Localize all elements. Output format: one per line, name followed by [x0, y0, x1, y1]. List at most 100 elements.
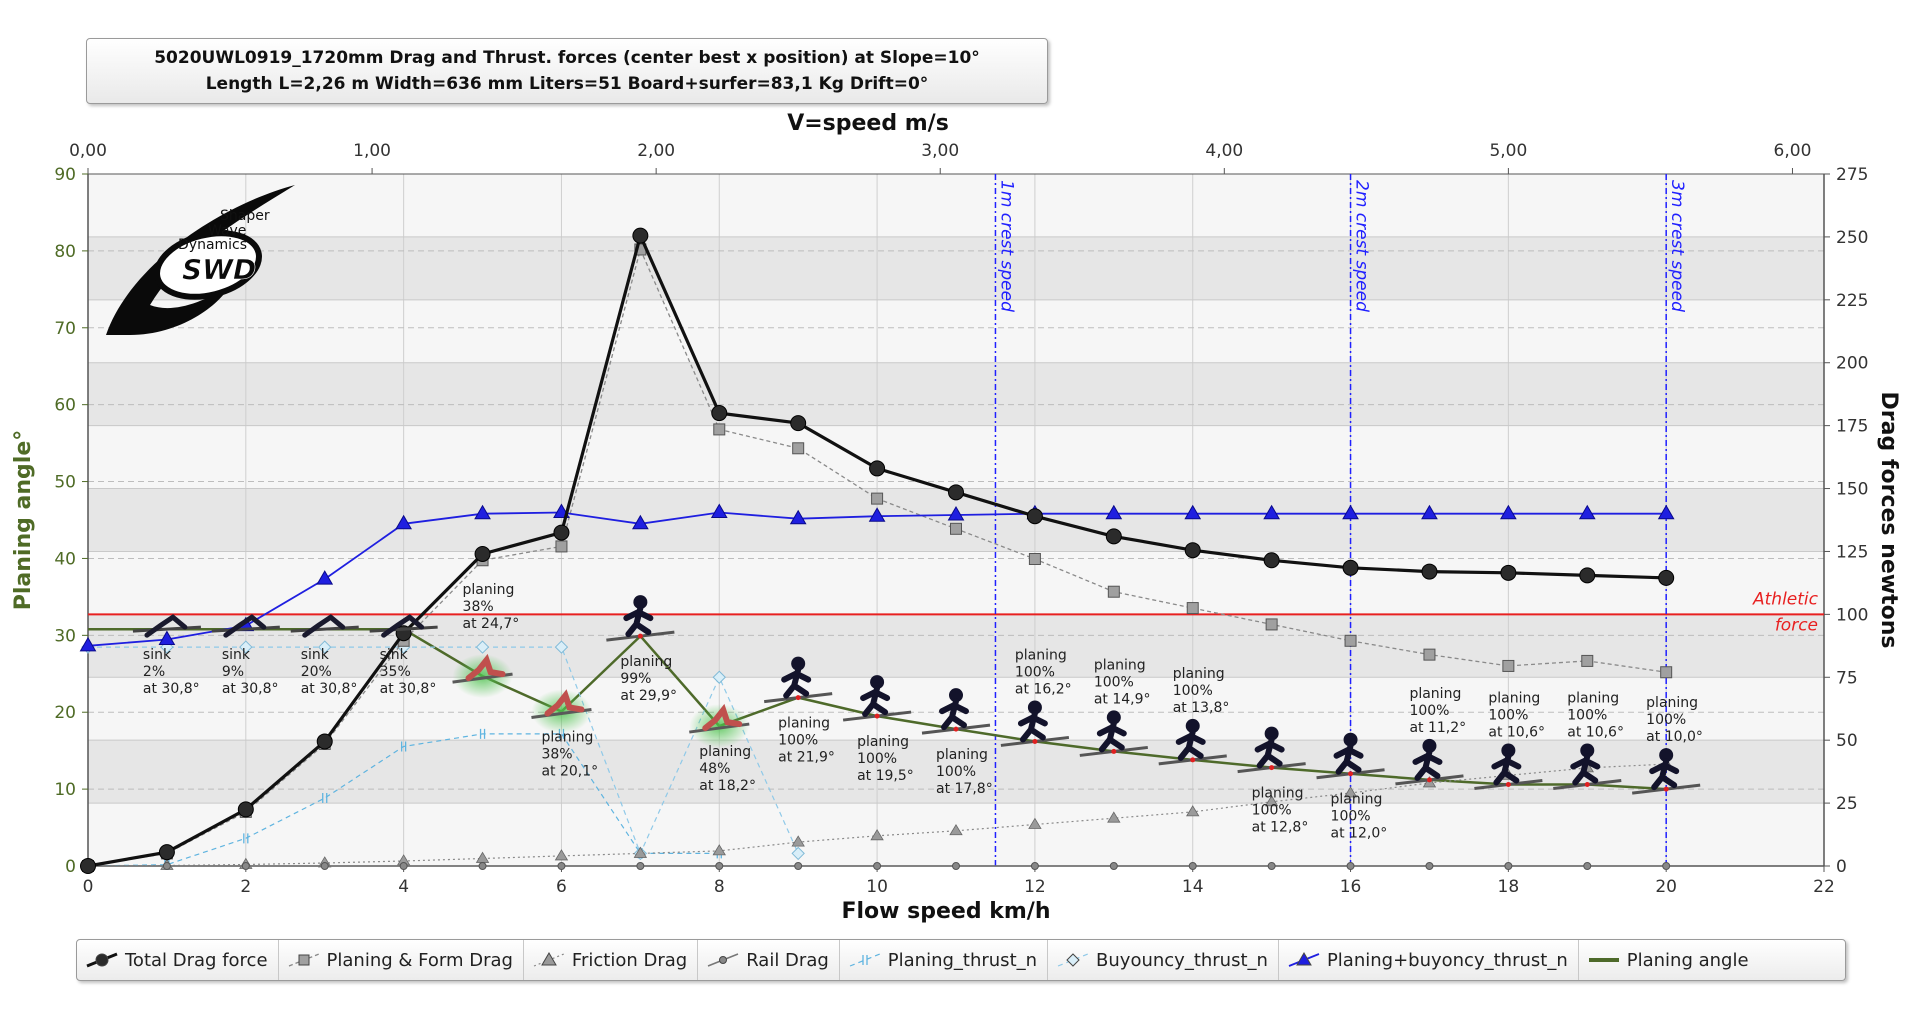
athletic-force-label: force: [1775, 615, 1818, 635]
total-drag-marker: [790, 415, 807, 432]
legend-label: Friction Drag: [571, 949, 688, 971]
state-annotation: 20%: [301, 664, 332, 680]
surfer-icon: [689, 703, 750, 749]
plot-band: [88, 362, 1824, 426]
rail-drag-marker: [1030, 862, 1039, 870]
state-annotation: 100%: [1646, 712, 1686, 728]
state-annotation: at 30,8°: [222, 681, 279, 697]
planing-thrust-marker: [479, 728, 486, 739]
state-annotation: 100%: [857, 751, 897, 767]
legend-marker-sample: [862, 955, 868, 965]
legend-marker-sample: [1296, 952, 1312, 966]
friction-drag-marker: [633, 846, 648, 858]
legend-item[interactable]: Buyouncy_thrust_n: [1048, 940, 1279, 980]
rail-drag-marker: [557, 862, 566, 870]
total-drag-marker: [553, 524, 570, 541]
surfer-icon: [764, 656, 833, 704]
planing-buoyancy-thrust-marker: [395, 514, 413, 530]
total-drag-marker: [80, 858, 96, 874]
rail-drag-marker: [241, 862, 250, 870]
state-annotation: at 14,9°: [1094, 691, 1151, 707]
plot-background: [87, 173, 1825, 867]
state-annotation: at 20,1°: [541, 763, 598, 779]
planing-buoyancy-thrust-marker: [710, 503, 728, 518]
surfer-icon: [1237, 726, 1306, 774]
planing-thrust-marker: [243, 833, 249, 844]
legend-marker-sample: [719, 956, 728, 964]
state-annotation: at 18,2°: [699, 778, 756, 794]
rail-drag-marker: [1504, 862, 1513, 870]
state-annotation: at 21,9°: [778, 750, 835, 766]
state-annotation: planing: [1252, 786, 1304, 802]
rail-drag-marker: [1188, 862, 1197, 870]
x-tick-label: 16: [1340, 877, 1362, 897]
x-tick-label: 18: [1498, 877, 1520, 897]
x-top-tick-label: 4,00: [1205, 141, 1243, 161]
surfer-head: [1264, 726, 1279, 741]
buoyancy-thrust-marker: [160, 640, 174, 654]
planing-buoyancy-thrust-marker: [789, 509, 807, 525]
logo-line-2: Wave: [208, 223, 246, 239]
rail-drag-marker: [715, 862, 724, 870]
plot-band: [88, 740, 1824, 804]
planing-thrust-marker: [322, 793, 328, 804]
legend-item[interactable]: Planing+buyoncy_thrust_n: [1279, 940, 1579, 980]
surfer-head: [1185, 718, 1200, 733]
triangle-marker-icon: [1288, 952, 1320, 967]
planing-buoyancy-thrust-marker: [316, 570, 334, 585]
total-drag-marker: [158, 844, 175, 861]
surfer-head: [1422, 738, 1437, 753]
surfer-icon: [1158, 718, 1227, 766]
y-left-tick-label: 70: [54, 319, 76, 339]
total-drag-marker: [1500, 564, 1517, 581]
x-top-tick-label: 5,00: [1489, 141, 1527, 161]
planing-glow: [531, 689, 592, 734]
legend-marker-sample: [541, 952, 557, 966]
y-left-tick-label: 10: [54, 780, 76, 800]
surfer-contact-dot: [795, 695, 801, 701]
planing-form-drag-marker: [1502, 659, 1515, 672]
state-annotation: planing: [1488, 690, 1540, 706]
plot-band: [88, 236, 1824, 300]
legend-item[interactable]: Friction Drag: [524, 940, 699, 980]
plot-band: [88, 614, 1824, 678]
total-drag-marker: [474, 545, 491, 562]
surfer-icon: [1000, 700, 1070, 747]
total-drag-marker: [632, 227, 649, 244]
surfer-shape: [702, 703, 743, 732]
planing-thrust-line: [87, 733, 720, 867]
state-annotation: planing: [1567, 690, 1619, 706]
state-annotation: at 30,8°: [301, 681, 358, 697]
total-drag-marker: [237, 801, 254, 818]
rail-drag-marker: [399, 862, 408, 870]
y-left-tick-label: 50: [54, 473, 76, 493]
planing-form-drag-marker: [713, 423, 726, 436]
planing-form-drag-marker: [1344, 634, 1357, 647]
legend-item[interactable]: Total Drag force: [77, 940, 279, 980]
y-right-tick-label: 250: [1836, 228, 1868, 248]
surfer-contact-dot: [1505, 781, 1511, 787]
logo-line-1: Shaper: [220, 208, 270, 224]
y-right-tick-label: 50: [1836, 731, 1858, 751]
y-right-tick-label: 75: [1836, 668, 1858, 688]
rail-drag-marker: [952, 862, 960, 870]
surfer-head: [1027, 700, 1042, 715]
planing-form-drag-marker: [1660, 666, 1673, 679]
planing-buoyancy-thrust-marker: [1263, 504, 1281, 520]
state-annotation: planing: [1094, 657, 1146, 673]
legend-item[interactable]: Rail Drag: [698, 940, 840, 980]
crest-speed-label: 3m crest speed: [1667, 180, 1687, 312]
legend-item[interactable]: Planing angle: [1579, 940, 1759, 980]
surfer-head: [1580, 743, 1595, 758]
y-left-tick-label: 40: [54, 549, 76, 569]
total-drag-marker: [1342, 559, 1359, 576]
x-tick-label: 2: [240, 877, 251, 897]
state-annotation: planing: [857, 734, 909, 750]
surfer-contact-dot: [1348, 771, 1354, 777]
legend-item[interactable]: Planing & Form Drag: [279, 940, 524, 980]
legend-item[interactable]: Planing_thrust_n: [840, 940, 1049, 980]
cross-marker-icon: [849, 953, 881, 967]
state-annotation: planing: [1646, 695, 1698, 711]
state-annotation: at 10,6°: [1488, 724, 1545, 740]
